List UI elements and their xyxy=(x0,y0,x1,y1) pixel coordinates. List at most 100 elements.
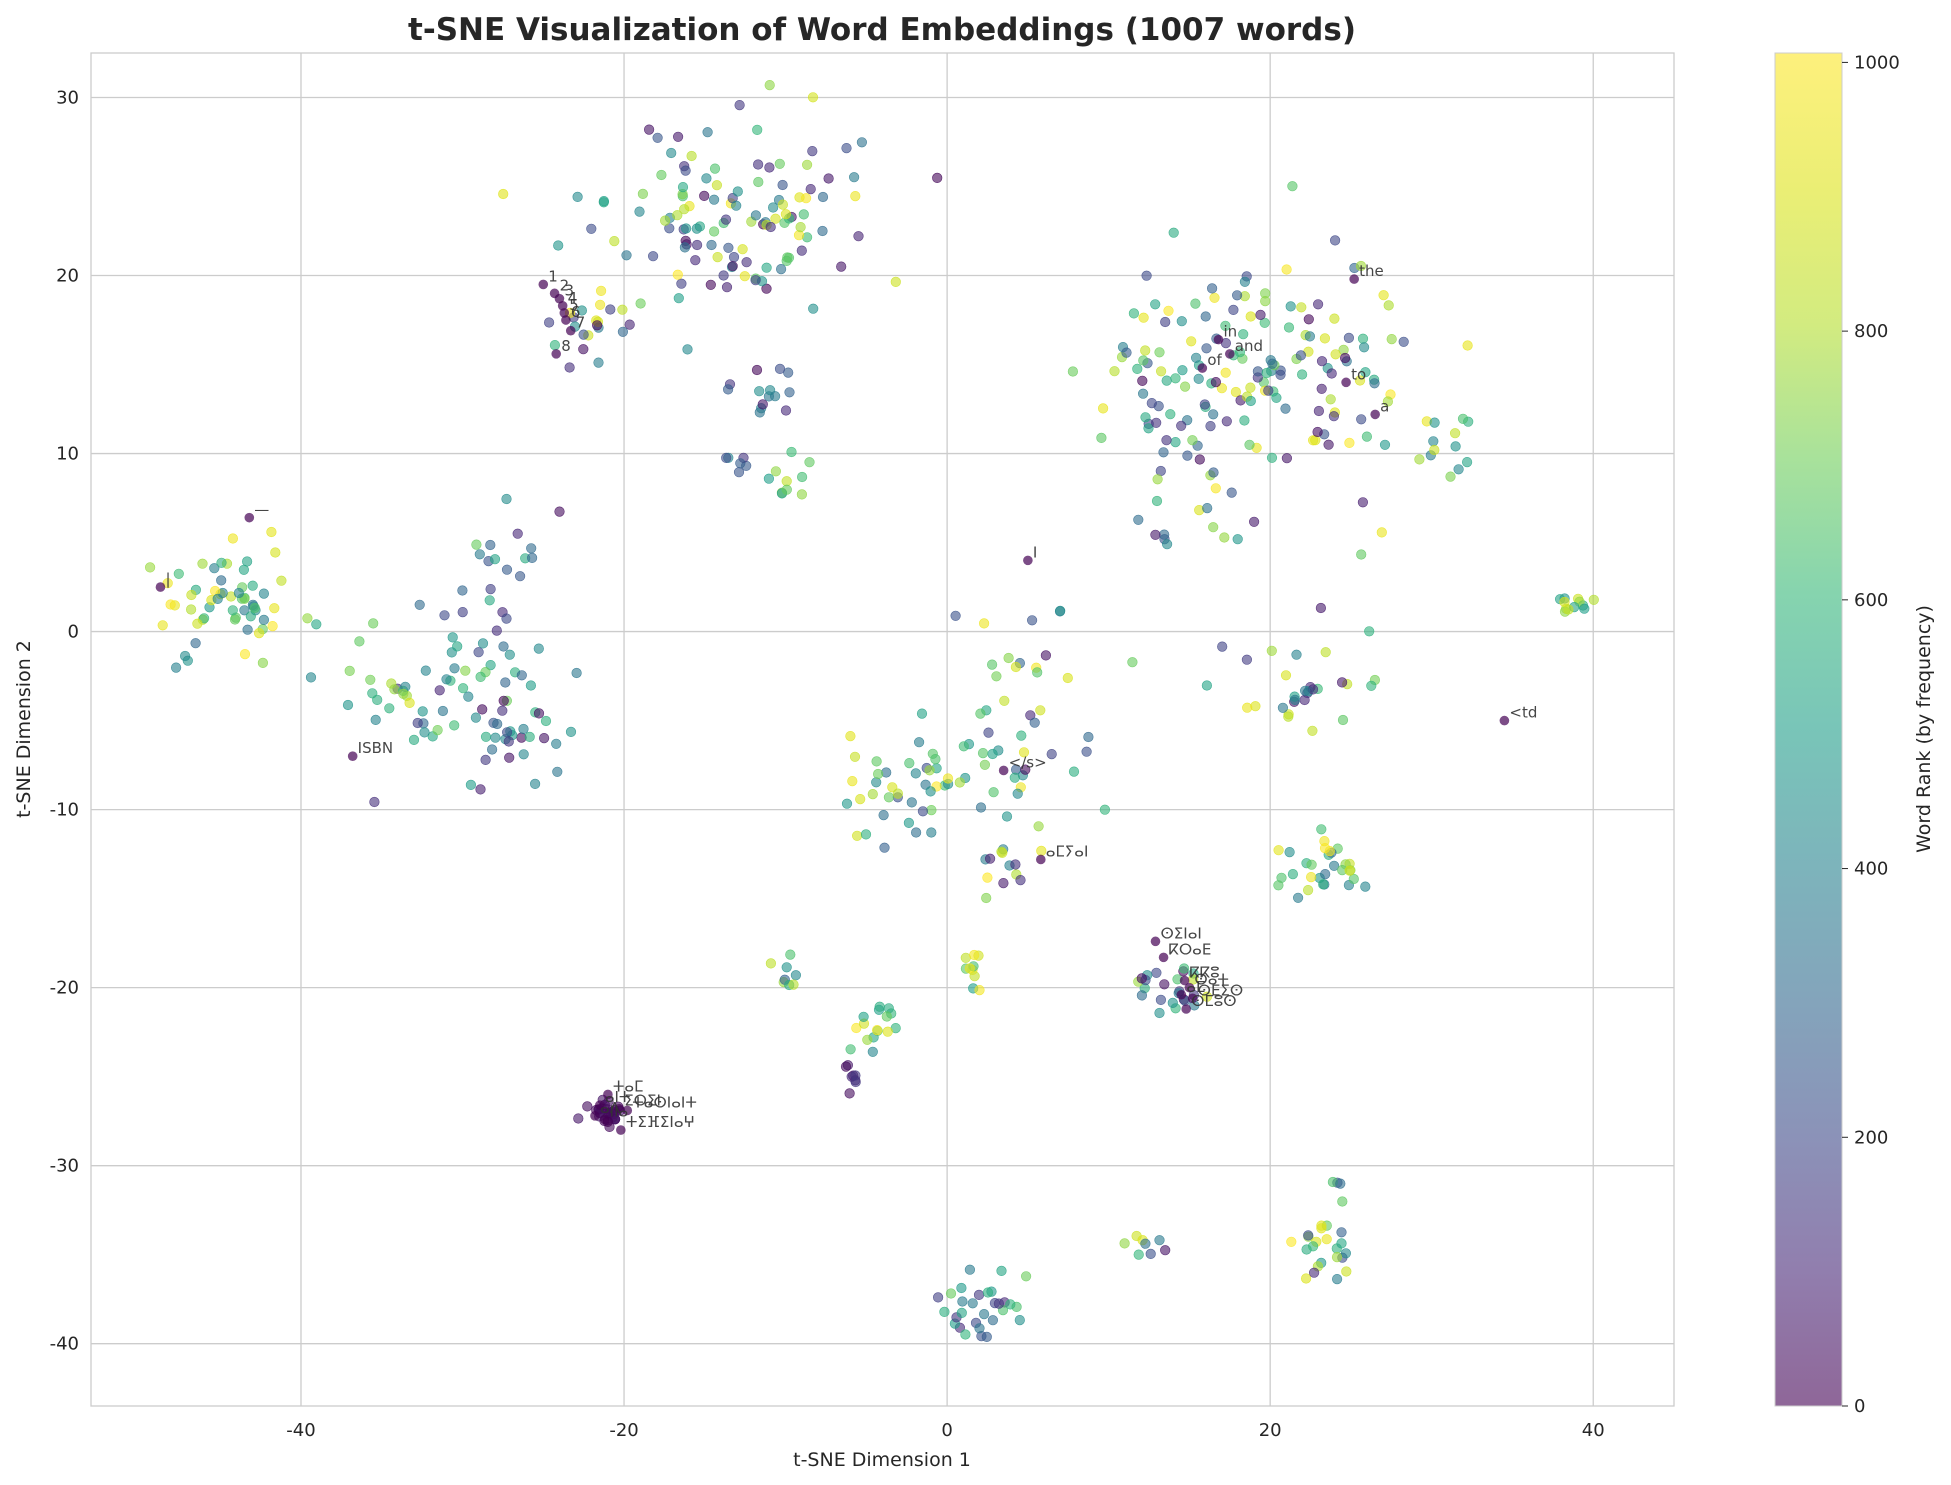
scatter-point xyxy=(856,137,868,148)
scatter-point xyxy=(1201,991,1213,1002)
annotated-point xyxy=(1023,555,1033,566)
scatter-point xyxy=(593,357,604,368)
scatter-point xyxy=(796,245,807,256)
scatter-point xyxy=(447,632,458,643)
scatter-point xyxy=(1336,677,1348,688)
scatter-point xyxy=(904,757,915,769)
scatter-point xyxy=(1331,1273,1343,1285)
scatter-point xyxy=(594,299,606,310)
scatter-point xyxy=(1316,824,1327,835)
scatter-point xyxy=(276,575,287,586)
scatter-point xyxy=(860,829,872,840)
scatter-point xyxy=(564,362,575,373)
scatter-point xyxy=(1145,1248,1156,1259)
scatter-point xyxy=(477,638,489,649)
scatter-point xyxy=(1285,301,1296,312)
scatter-point xyxy=(924,765,935,776)
scatter-point xyxy=(1335,1178,1346,1189)
scatter-point xyxy=(452,641,463,652)
annotated-point xyxy=(616,1125,626,1135)
scatter-point xyxy=(354,636,365,647)
scatter-point xyxy=(1020,1271,1032,1282)
scatter-point xyxy=(516,670,527,681)
scatter-point xyxy=(1151,495,1163,507)
scatter-point xyxy=(1163,305,1174,316)
scatter-point xyxy=(855,793,866,805)
scatter-point xyxy=(501,564,513,575)
annotated-point xyxy=(1499,715,1510,726)
scatter-point xyxy=(457,606,468,618)
scatter-point xyxy=(420,665,431,676)
scatter-point xyxy=(1329,313,1340,324)
scatter-point xyxy=(1014,1314,1025,1326)
x-tick-labels: -40 -20 0 20 40 xyxy=(286,1420,1604,1441)
scatter-point xyxy=(551,738,562,749)
scatter-point xyxy=(1336,1238,1347,1249)
word-annotation: ⵜⵉⴼⵉⵏⴰⵖ xyxy=(626,1113,695,1131)
scatter-point xyxy=(370,714,381,726)
scatter-point xyxy=(676,278,687,289)
scatter-point xyxy=(1083,731,1094,743)
scatter-point xyxy=(1337,1196,1348,1207)
scatter-point xyxy=(954,777,965,788)
scatter-point xyxy=(1306,859,1317,870)
scatter-point xyxy=(706,239,717,251)
scatter-point xyxy=(1340,1248,1351,1259)
scatter-point xyxy=(384,703,395,714)
scatter-point xyxy=(969,949,980,961)
annotated-point xyxy=(155,582,166,592)
scatter-point xyxy=(735,458,746,469)
scatter-point xyxy=(501,613,512,624)
scatter-point xyxy=(1300,1273,1312,1284)
scatter-point xyxy=(926,804,937,816)
word-annotation: 6 xyxy=(571,303,581,321)
scatter-point xyxy=(1328,411,1339,422)
scatter-point xyxy=(344,665,355,677)
x-axis-label: t-SNE Dimension 1 xyxy=(793,1449,971,1471)
scatter-point xyxy=(1140,1238,1151,1249)
scatter-point xyxy=(1287,868,1298,880)
scatter-point xyxy=(761,283,772,294)
scatter-point xyxy=(1292,892,1304,903)
scatter-point xyxy=(984,853,996,864)
scatter-point xyxy=(686,150,697,162)
scatter-point xyxy=(1165,409,1176,420)
scatter-point xyxy=(498,641,509,652)
annotated-point xyxy=(603,1089,613,1100)
scatter-point xyxy=(932,1292,944,1303)
scatter-point xyxy=(1001,811,1013,822)
scatter-point xyxy=(883,792,895,803)
scatter-point xyxy=(656,169,667,181)
word-annotation: ⵉⵔⵉⵏ xyxy=(624,1092,661,1110)
scatter-point xyxy=(664,223,675,234)
scatter-point xyxy=(807,92,819,103)
scatter-point xyxy=(1286,1236,1297,1247)
scatter-point xyxy=(916,708,928,719)
scatter-point xyxy=(498,695,509,706)
scatter-point xyxy=(705,279,716,290)
scatter-point xyxy=(677,182,689,193)
scatter-points xyxy=(145,79,1599,1342)
annotated-point xyxy=(599,1114,610,1125)
scatter-point xyxy=(1450,441,1461,452)
scatter-point xyxy=(1005,1299,1016,1310)
annotated-point xyxy=(1150,936,1161,947)
scatter-point xyxy=(1168,227,1179,238)
scatter-point xyxy=(1360,367,1371,378)
scatter-point xyxy=(432,724,443,736)
scatter-point xyxy=(764,79,775,91)
scatter-point xyxy=(524,731,535,743)
scatter-point xyxy=(552,766,563,777)
scatter-point xyxy=(591,320,603,331)
scatter-point xyxy=(782,252,793,263)
scatter-point xyxy=(982,1287,994,1298)
scatter-point xyxy=(753,176,764,188)
scatter-point xyxy=(722,384,734,395)
scatter-point xyxy=(247,580,258,591)
scatter-point xyxy=(197,558,208,569)
annotated-point xyxy=(1224,349,1235,359)
scatter-point xyxy=(836,261,847,272)
scatter-point xyxy=(666,147,677,159)
scatter-point xyxy=(1138,312,1149,323)
scatter-point xyxy=(1161,539,1173,550)
